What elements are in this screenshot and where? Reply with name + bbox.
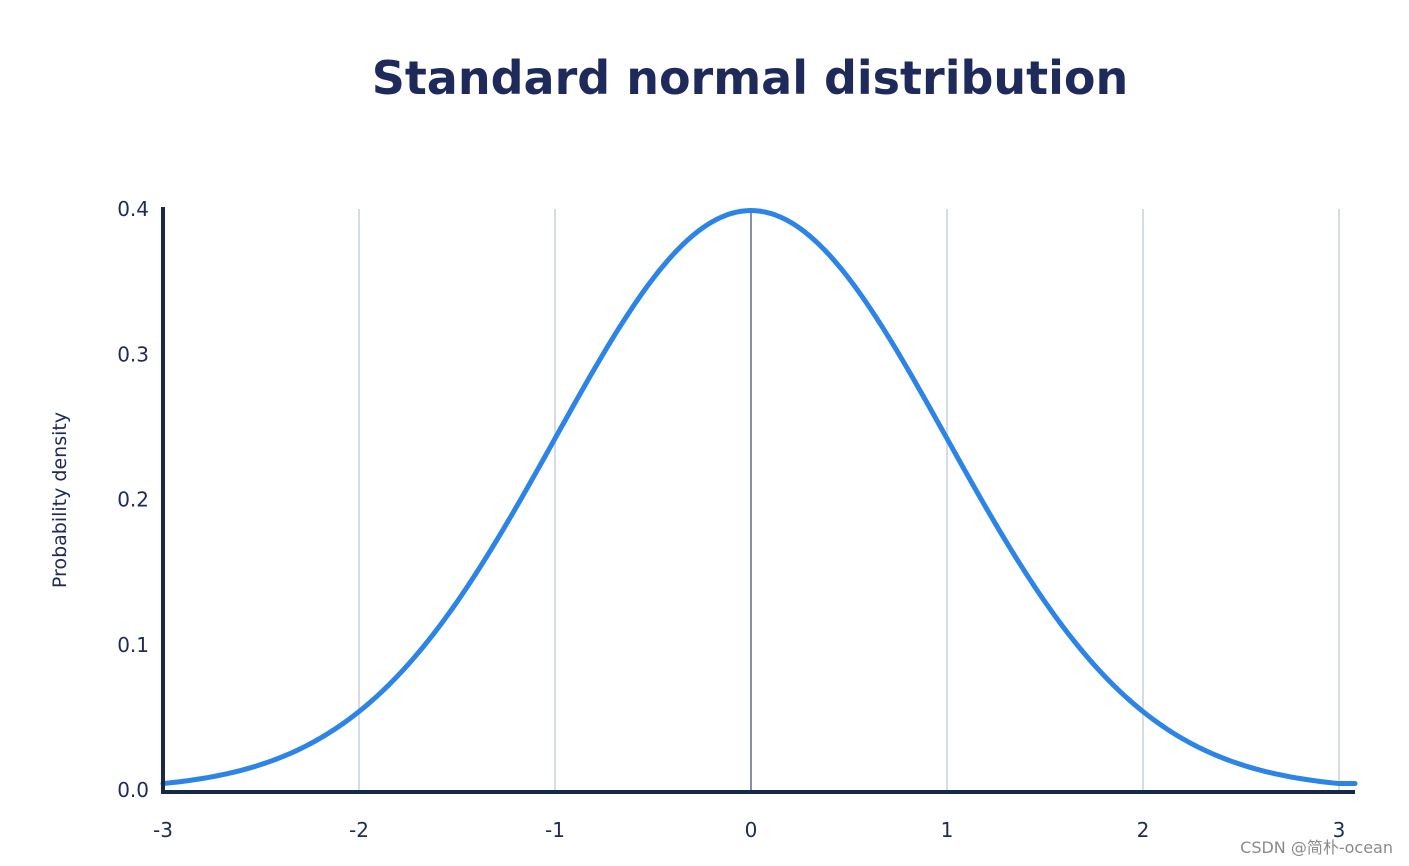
y-tick-label: 0.4 bbox=[117, 197, 149, 221]
watermark: CSDN @简朴-ocean bbox=[1240, 838, 1393, 857]
y-tick-label: 0.2 bbox=[117, 488, 149, 512]
chart-title: Standard normal distribution bbox=[372, 51, 1129, 105]
gridlines bbox=[358, 209, 1340, 790]
x-tick-label: 3 bbox=[1333, 818, 1346, 842]
x-tick-label: -2 bbox=[349, 818, 369, 842]
x-tick-label: 2 bbox=[1137, 818, 1150, 842]
x-tick-label: 0 bbox=[745, 818, 758, 842]
x-tick-label: 1 bbox=[941, 818, 954, 842]
x-tick-label: -3 bbox=[153, 818, 173, 842]
y-axis-label: Probability density bbox=[49, 412, 71, 588]
y-tick-label: 0.0 bbox=[117, 778, 149, 802]
curve-layer bbox=[160, 208, 1358, 787]
x-tick-label: -1 bbox=[545, 818, 565, 842]
y-tick-label: 0.3 bbox=[117, 342, 149, 366]
axes bbox=[161, 207, 1355, 794]
y-tick-label: 0.1 bbox=[117, 633, 149, 657]
y-tick-labels: 0.0 0.1 0.2 0.3 0.4 bbox=[117, 197, 149, 802]
x-tick-labels: -3 -2 -1 0 1 2 3 bbox=[153, 818, 1345, 842]
density-curve bbox=[160, 208, 1358, 787]
